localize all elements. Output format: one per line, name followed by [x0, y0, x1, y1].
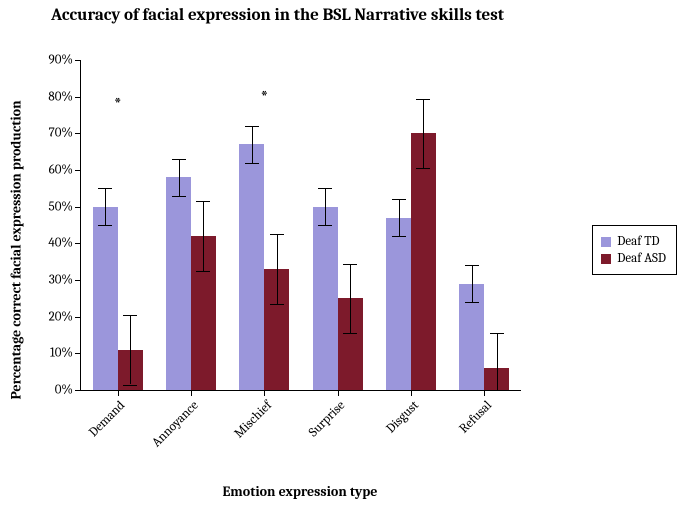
- error-cap: [465, 265, 479, 266]
- y-tick-label: 80%: [48, 89, 73, 104]
- x-tick-label: Mischief: [232, 398, 275, 441]
- y-tick: [75, 170, 81, 171]
- error-bar: [350, 264, 351, 334]
- y-tick-label: 90%: [48, 53, 73, 68]
- error-bar: [179, 159, 180, 196]
- error-bar: [497, 333, 498, 390]
- error-cap: [392, 199, 406, 200]
- error-bar: [399, 199, 400, 236]
- y-tick-label: 40%: [48, 236, 73, 251]
- y-tick: [75, 280, 81, 281]
- x-tick-label: Disgust: [383, 398, 421, 436]
- bar: [93, 207, 118, 390]
- y-tick-label: 0%: [55, 383, 73, 398]
- y-tick-label: 50%: [49, 199, 73, 214]
- legend-item: Deaf TD: [601, 234, 666, 249]
- error-cap: [196, 271, 210, 272]
- x-tick-label: Annoyance: [149, 398, 201, 450]
- x-tick-label: Demand: [86, 398, 128, 440]
- y-tick-label: 70%: [49, 126, 73, 141]
- error-bar: [252, 126, 253, 163]
- bar: [386, 218, 411, 390]
- legend: Deaf TD Deaf ASD: [592, 225, 677, 275]
- legend-swatch: [601, 237, 611, 247]
- error-cap: [245, 126, 259, 127]
- y-axis-label: Percentage correct facial expression pro…: [8, 100, 25, 399]
- x-axis-label: Emotion expression type: [80, 483, 520, 500]
- error-cap: [392, 236, 406, 237]
- chart-title: Accuracy of facial expression in the BSL…: [0, 6, 555, 26]
- error-bar: [105, 188, 106, 225]
- error-cap: [172, 159, 186, 160]
- error-cap: [465, 302, 479, 303]
- y-tick: [75, 133, 81, 134]
- y-tick: [75, 207, 81, 208]
- error-bar: [203, 201, 204, 271]
- bar: [239, 144, 264, 390]
- chart-stage: Accuracy of facial expression in the BSL…: [0, 0, 685, 510]
- error-cap: [245, 163, 259, 164]
- x-tick-label: Refusal: [456, 398, 494, 436]
- bar: [411, 133, 436, 390]
- y-tick-label: 20%: [49, 309, 73, 324]
- error-bar: [423, 99, 424, 169]
- x-tick: [411, 390, 412, 396]
- error-bar: [325, 188, 326, 225]
- y-tick: [75, 390, 81, 391]
- legend-label: Deaf TD: [617, 234, 659, 249]
- plot-area: 0%10%20%30%40%50%60%70%80%90%DemandAnnoy…: [80, 60, 521, 391]
- y-tick: [75, 97, 81, 98]
- x-tick: [484, 390, 485, 396]
- error-cap: [98, 188, 112, 189]
- y-tick: [75, 60, 81, 61]
- y-tick: [75, 317, 81, 318]
- x-tick: [118, 390, 119, 396]
- error-cap: [196, 201, 210, 202]
- error-bar: [472, 265, 473, 302]
- error-cap: [270, 304, 284, 305]
- x-tick: [338, 390, 339, 396]
- error-bar: [277, 234, 278, 304]
- x-tick: [191, 390, 192, 396]
- error-cap: [490, 333, 504, 334]
- x-tick: [264, 390, 265, 396]
- significance-marker: *: [114, 94, 122, 115]
- error-cap: [318, 188, 332, 189]
- error-cap: [123, 315, 137, 316]
- significance-marker: *: [260, 86, 268, 107]
- y-tick: [75, 243, 81, 244]
- x-tick-label: Surprise: [306, 398, 348, 440]
- error-cap: [490, 390, 504, 391]
- y-tick-label: 10%: [50, 346, 73, 361]
- error-cap: [416, 99, 430, 100]
- error-cap: [270, 234, 284, 235]
- error-cap: [123, 385, 137, 386]
- y-tick-label: 60%: [49, 163, 73, 178]
- error-cap: [98, 225, 112, 226]
- error-cap: [318, 225, 332, 226]
- error-cap: [343, 333, 357, 334]
- error-cap: [172, 196, 186, 197]
- bar: [166, 177, 191, 390]
- y-tick-label: 30%: [49, 273, 73, 288]
- y-tick: [75, 353, 81, 354]
- error-cap: [416, 168, 430, 169]
- legend-swatch: [601, 254, 611, 264]
- legend-item: Deaf ASD: [601, 251, 666, 266]
- bar: [313, 207, 338, 390]
- error-cap: [343, 264, 357, 265]
- error-bar: [130, 315, 131, 385]
- legend-label: Deaf ASD: [617, 251, 666, 266]
